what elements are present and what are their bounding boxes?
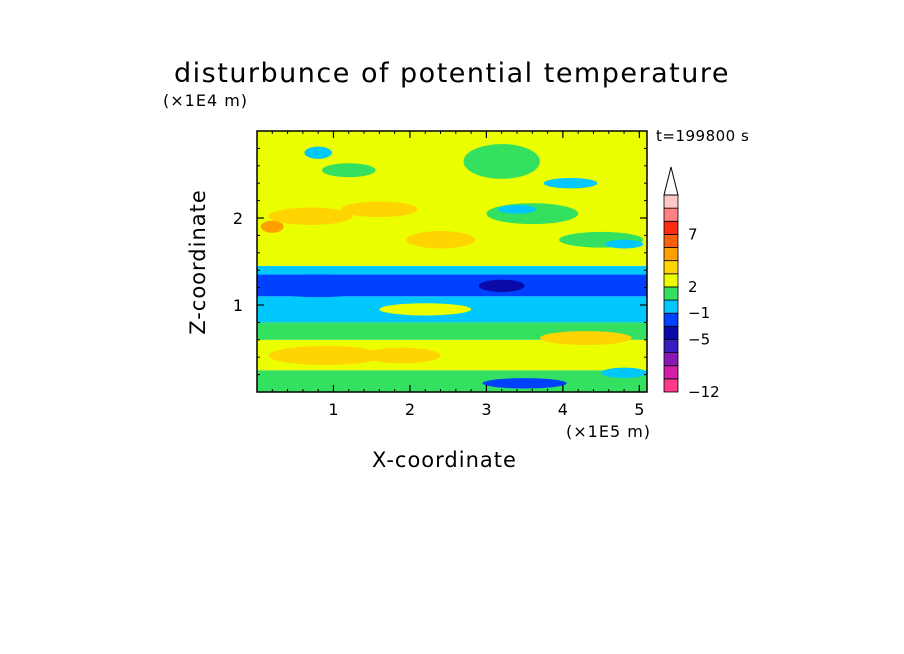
colorbar-swatch	[663, 312, 679, 327]
x-tick-label: 3	[481, 400, 491, 419]
contour-patch-11	[304, 146, 332, 159]
contour-band-5	[257, 265, 647, 275]
colorbar-swatch	[663, 325, 679, 340]
colorbar-swatch	[663, 194, 679, 209]
colorbar-swatch	[663, 365, 679, 380]
contour-patch-9	[463, 144, 540, 179]
x-unit-label: (×1E5 m)	[566, 422, 652, 441]
contour-patch-3	[478, 279, 525, 292]
colorbar-swatch	[663, 378, 679, 393]
plot-frame	[256, 130, 648, 393]
contour-patch-1	[364, 347, 441, 364]
colorbar-swatch	[663, 352, 679, 367]
colorbar-label: −12	[688, 383, 720, 401]
colorbar-swatch	[663, 339, 679, 354]
contour-patch-18	[539, 331, 632, 346]
contour-patch-6	[406, 231, 475, 249]
colorbar-swatch	[663, 286, 679, 301]
contour-patch-5	[341, 201, 418, 218]
colorbar-label: −1	[688, 304, 710, 322]
colorbar-swatch	[663, 220, 679, 235]
x-tick-label: 1	[328, 400, 338, 419]
x-tick-label: 5	[634, 400, 644, 419]
contour-patch-4	[268, 207, 353, 225]
colorbar-extend-arrow	[663, 166, 679, 196]
contour-patch-7	[486, 203, 579, 225]
contour-patch-15	[601, 367, 647, 379]
contour-patch-14	[604, 239, 644, 249]
colorbar-label: 7	[688, 225, 698, 243]
contour-band-0	[257, 370, 647, 392]
contour-patch-16	[482, 378, 567, 389]
contour-patch-12	[543, 177, 598, 189]
colorbar-swatch	[663, 273, 679, 288]
colorbar-swatch	[663, 247, 679, 262]
colorbar-swatch	[663, 207, 679, 222]
x-tick-label: 4	[558, 400, 568, 419]
colorbar-swatch	[663, 233, 679, 248]
chart-title: disturbunce of potential temperature	[174, 58, 730, 89]
contour-patch-19	[260, 220, 284, 233]
contour-patch-13	[497, 204, 537, 214]
colorbar-swatch	[663, 299, 679, 314]
y-tick-label: 1	[233, 296, 243, 315]
contour-patch-2	[257, 274, 380, 298]
y-unit-label: (×1E4 m)	[163, 91, 249, 110]
contour-patch-0	[268, 345, 384, 366]
x-tick-label: 2	[405, 400, 415, 419]
colorbar-label: 2	[688, 278, 698, 296]
x-axis-label: X-coordinate	[372, 448, 517, 472]
y-tick-label: 2	[233, 209, 243, 228]
colorbar-swatch	[663, 260, 679, 275]
contour-patch-17	[379, 303, 472, 316]
contour-patch-10	[322, 163, 376, 178]
time-label: t=199800 s	[656, 127, 750, 145]
colorbar-label: −5	[688, 330, 710, 348]
